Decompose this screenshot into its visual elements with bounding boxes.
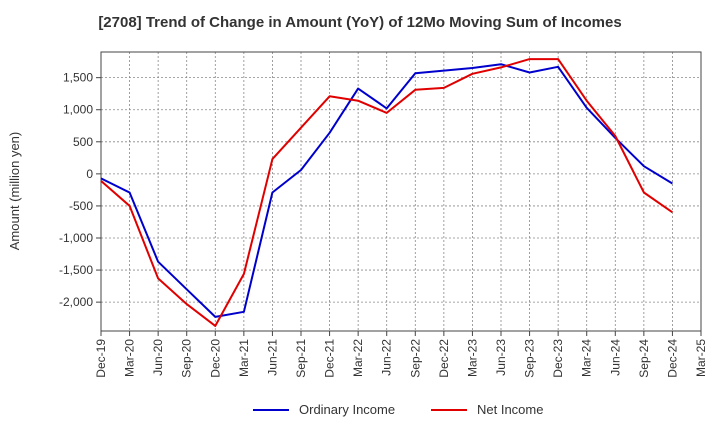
x-tick-label: Mar-23	[465, 339, 479, 377]
x-tick-label: Dec-20	[208, 339, 222, 378]
x-tick-label: Sep-23	[523, 339, 537, 378]
y-tick-label: 0	[86, 167, 93, 181]
x-tick-label: Mar-25	[694, 339, 708, 377]
series-line-net-income	[100, 58, 673, 327]
legend-swatch-ordinary-income	[253, 408, 289, 411]
x-tick-label: Dec-21	[323, 339, 337, 378]
x-tick-label: Sep-24	[637, 339, 651, 378]
chart-axes	[96, 51, 702, 336]
x-tick-label: Mar-21	[237, 339, 251, 377]
x-tick-label: Mar-24	[580, 339, 594, 377]
y-tick-label: -500	[69, 199, 93, 213]
legend-swatch-net-income	[431, 408, 467, 411]
x-tick-label: Jun-24	[608, 339, 622, 376]
x-tick-labels: Dec-19 Mar-20 Jun-20 Sep-20 Dec-20 Mar-21 Jun-…	[94, 339, 708, 378]
y-tick-label: 500	[73, 135, 93, 149]
y-axis-label: Amount (million yen)	[7, 132, 22, 251]
x-tick-label: Dec-24	[665, 339, 679, 378]
legend: Ordinary Income Net Income	[0, 402, 720, 426]
x-tick-label: Mar-20	[123, 339, 137, 377]
y-tick-label: -2,000	[59, 295, 93, 309]
legend-label-net-income: Net Income	[477, 402, 544, 417]
x-tick-label: Jun-21	[265, 339, 279, 376]
chart-title: [2708] Trend of Change in Amount (YoY) o…	[98, 14, 622, 31]
legend-label-ordinary-income: Ordinary Income	[299, 402, 396, 417]
x-tick-label: Dec-23	[551, 339, 565, 378]
series-line-ordinary-income	[100, 63, 673, 318]
y-tick-label: 1,500	[63, 71, 93, 85]
x-tick-label: Sep-22	[408, 339, 422, 378]
x-tick-label: Jun-22	[380, 339, 394, 376]
x-tick-label: Sep-20	[180, 339, 194, 378]
y-tick-label: -1,000	[59, 231, 93, 245]
x-tick-label: Sep-21	[294, 339, 308, 378]
x-tick-label: Jun-20	[151, 339, 165, 376]
series-lines	[100, 58, 673, 327]
y-tick-label: 1,000	[63, 103, 93, 117]
legend-item-net-income: Net Income	[431, 402, 543, 417]
x-tick-label: Jun-23	[494, 339, 508, 376]
x-tick-label: Dec-19	[94, 339, 108, 378]
x-tick-label: Dec-22	[437, 339, 451, 378]
y-tick-label: -1,500	[59, 263, 93, 277]
grid-lines	[100, 52, 702, 331]
x-tick-label: Mar-22	[351, 339, 365, 377]
y-tick-labels: 1,500 1,000 500 0 -500 -1,000 -1,500 -2,000	[59, 71, 93, 309]
plot-frame	[100, 51, 702, 332]
legend-item-ordinary-income: Ordinary Income	[253, 402, 395, 417]
